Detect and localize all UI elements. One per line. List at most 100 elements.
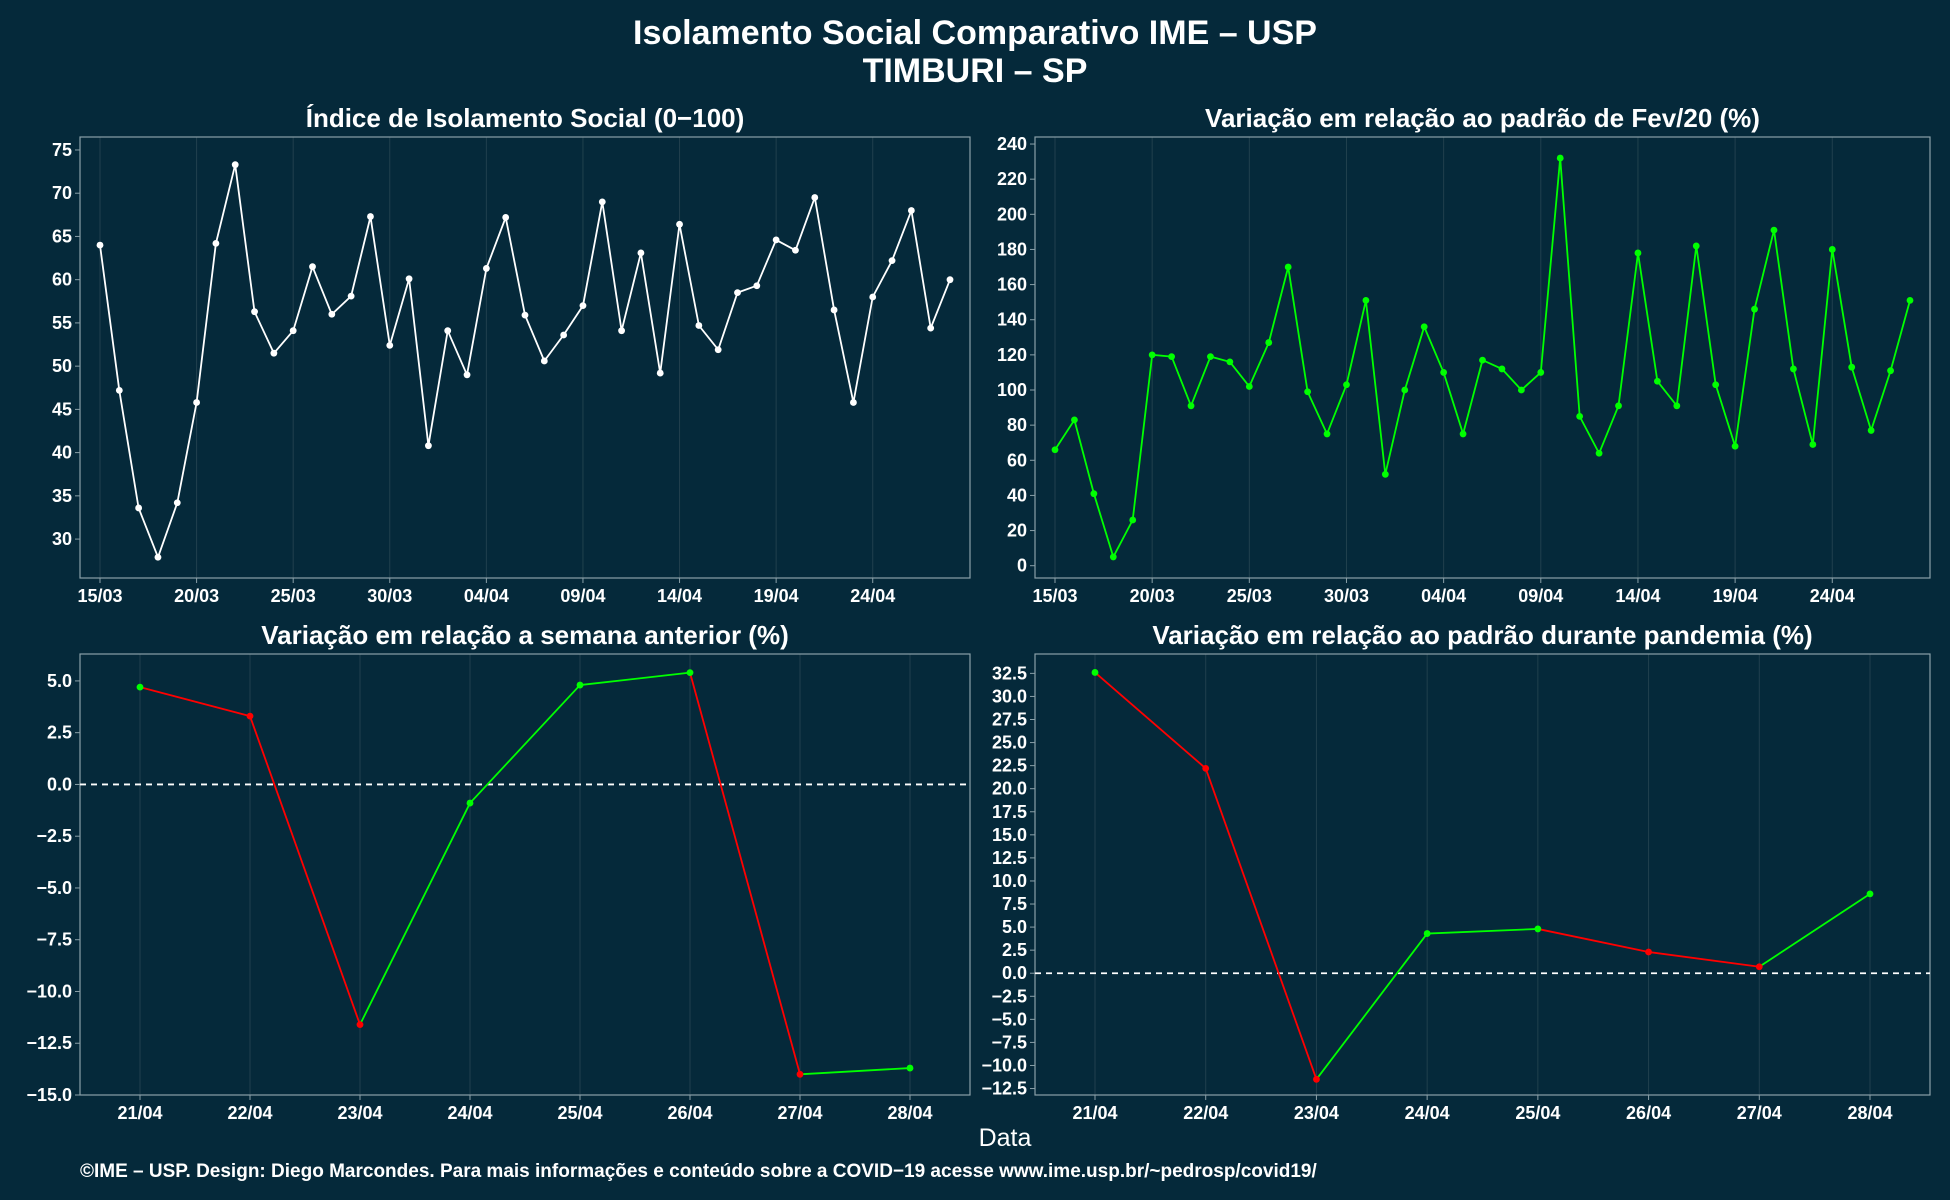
data-point	[1245, 383, 1253, 390]
x-tick-label: 19/04	[754, 586, 799, 606]
x-tick-label: 25/03	[271, 586, 316, 606]
data-point	[1323, 430, 1331, 438]
data-point	[96, 241, 104, 249]
y-tick-label: 75	[52, 140, 72, 160]
data-point	[792, 246, 799, 254]
data-point	[356, 1021, 364, 1029]
data-point	[1090, 490, 1098, 498]
x-tick-label: 26/04	[1626, 1103, 1671, 1123]
data-point	[347, 292, 355, 300]
series-segment	[1315, 933, 1428, 1080]
data-point	[1770, 226, 1778, 234]
data-point	[1867, 427, 1875, 434]
data-point	[328, 310, 336, 318]
data-point	[540, 357, 548, 365]
panel-title: Variação em relação ao padrão durante pa…	[1152, 620, 1812, 650]
y-tick-label: −7.5	[36, 930, 72, 950]
data-point	[598, 198, 606, 206]
y-tick-label: 5.0	[47, 671, 72, 691]
y-tick-label: 120	[997, 345, 1027, 365]
series-segment	[1648, 951, 1760, 968]
data-point	[482, 265, 490, 272]
y-tick-label: 2.5	[1002, 940, 1027, 960]
data-point	[1751, 305, 1758, 313]
data-point	[463, 371, 471, 379]
data-point	[1790, 365, 1797, 373]
x-tick-label: 20/03	[174, 586, 219, 606]
y-tick-label: 20	[1007, 521, 1027, 541]
data-point	[115, 386, 123, 394]
x-tick-label: 21/04	[117, 1103, 162, 1123]
y-tick-label: 100	[997, 380, 1027, 400]
data-point	[850, 399, 857, 406]
x-tick-label: 24/04	[1810, 586, 1855, 606]
x-tick-label: 21/04	[1072, 1103, 1117, 1123]
x-tick-label: 28/04	[1847, 1103, 1892, 1123]
x-tick-label: 24/04	[1405, 1103, 1450, 1123]
data-point	[1148, 351, 1156, 359]
y-tick-label: 27.5	[992, 710, 1027, 730]
data-point	[367, 213, 374, 220]
data-point	[1129, 516, 1137, 524]
data-point	[1284, 263, 1292, 271]
data-point	[1423, 930, 1431, 937]
data-point	[1645, 948, 1652, 956]
panel-4: Variação em relação ao padrão durante pa…	[981, 620, 1931, 1123]
data-point	[753, 282, 761, 290]
data-point	[1595, 449, 1603, 457]
y-tick-label: 40	[52, 443, 72, 463]
data-point	[193, 399, 200, 406]
x-tick-label: 15/03	[1032, 586, 1077, 606]
y-tick-label: 35	[52, 486, 72, 506]
data-point	[714, 346, 722, 354]
data-point	[1556, 154, 1564, 162]
y-tick-label: 12.5	[992, 848, 1027, 868]
y-tick-label: 22.5	[992, 756, 1027, 776]
y-tick-label: −12.5	[26, 1033, 72, 1053]
y-tick-label: −10.0	[26, 981, 72, 1001]
y-tick-label: 60	[52, 270, 72, 290]
data-point	[796, 1070, 804, 1078]
data-point	[270, 349, 278, 357]
data-point	[1653, 377, 1661, 385]
y-tick-label: −2.5	[991, 986, 1027, 1006]
data-point	[927, 324, 935, 332]
data-point	[1906, 296, 1914, 304]
data-point	[1226, 358, 1234, 366]
data-point	[579, 302, 587, 310]
data-point	[1187, 402, 1195, 410]
data-point	[676, 220, 683, 228]
y-tick-label: 220	[997, 169, 1027, 189]
y-tick-label: 180	[997, 239, 1027, 259]
panel-title: Índice de Isolamento Social (0−100)	[306, 103, 745, 133]
data-point	[1848, 363, 1856, 371]
series-segment	[1758, 893, 1871, 968]
data-point	[1634, 249, 1642, 257]
x-tick-label: 24/04	[850, 586, 895, 606]
data-point	[1071, 416, 1078, 424]
y-tick-label: 17.5	[992, 802, 1027, 822]
data-point	[1673, 402, 1681, 410]
data-point	[656, 369, 664, 377]
panel-frame	[1034, 653, 1931, 1096]
data-point	[1692, 242, 1700, 250]
y-tick-label: −12.5	[981, 1079, 1027, 1099]
data-point	[173, 499, 181, 507]
y-tick-label: 65	[52, 226, 72, 246]
data-point	[907, 207, 915, 214]
data-point	[1109, 553, 1117, 561]
y-tick-label: 5.0	[1002, 917, 1027, 937]
panel-frame	[79, 653, 971, 1096]
data-point	[289, 327, 297, 335]
data-point	[1168, 353, 1175, 361]
y-tick-label: 0.0	[1002, 963, 1027, 983]
x-axis-label: Data	[979, 1124, 1032, 1152]
x-tick-label: 27/04	[1737, 1103, 1782, 1123]
x-tick-label: 20/03	[1130, 586, 1175, 606]
data-point	[576, 681, 584, 689]
y-tick-label: 20.0	[992, 779, 1027, 799]
data-point	[1479, 356, 1486, 364]
y-tick-label: 32.5	[992, 663, 1027, 683]
y-tick-label: 25.0	[992, 733, 1027, 753]
x-tick-label: 09/04	[560, 586, 605, 606]
